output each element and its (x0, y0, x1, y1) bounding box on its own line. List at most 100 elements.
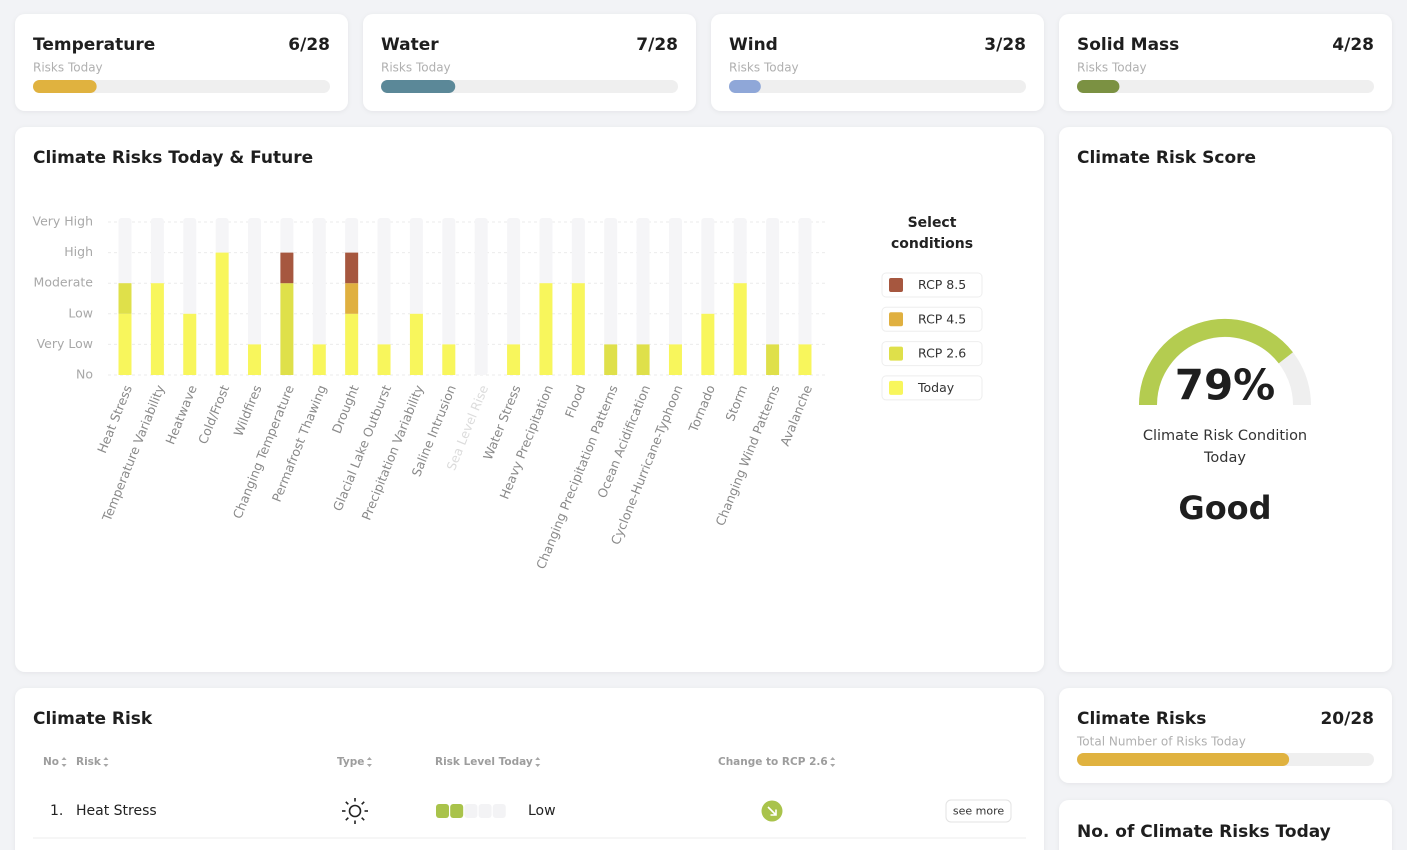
row-level-label: Low (528, 803, 556, 819)
column-header[interactable]: No (43, 756, 59, 768)
chart-title: Climate Risks Today & Future (33, 148, 313, 168)
kpi-subtitle: Risks Today (729, 61, 799, 75)
bar-segment (571, 283, 585, 375)
kpi-title: Water (381, 35, 439, 55)
legend-label[interactable]: RCP 8.5 (918, 277, 966, 292)
bar-segment (409, 313, 423, 375)
bar-track (312, 218, 326, 375)
score-caption: Climate Risk Condition Today (1142, 428, 1308, 466)
card (1059, 800, 1392, 850)
bar-segment (118, 313, 132, 375)
bar-segment (798, 344, 812, 375)
bar-segment (377, 344, 391, 375)
legend-swatch[interactable] (889, 380, 903, 395)
score-value: 79% (1175, 361, 1276, 410)
change-icon (761, 800, 783, 822)
bar-segment (507, 344, 521, 375)
bar-segment (733, 283, 747, 375)
bar-segment (766, 344, 780, 375)
sort-icon[interactable] (61, 757, 67, 767)
bar-track (474, 218, 488, 375)
progress-fill (729, 80, 761, 93)
column-header[interactable]: Type (337, 756, 364, 768)
sort-icon[interactable] (366, 757, 372, 767)
button-frame[interactable] (945, 799, 1012, 823)
bar-segment (150, 283, 164, 375)
progress-fill (381, 80, 456, 93)
see-more-button[interactable]: see more (945, 799, 1012, 823)
kpi-value: 3/28 (984, 35, 1026, 55)
y-tick-label: No (76, 367, 93, 382)
progress-track (1077, 80, 1374, 93)
kpi-subtitle: Risks Today (1077, 61, 1147, 75)
legend-item[interactable] (881, 272, 983, 298)
bar-track (507, 218, 521, 375)
progress-track (729, 80, 1026, 93)
kpi-title: Wind (729, 35, 778, 55)
kpi-value: 7/28 (636, 35, 678, 55)
bar-track (668, 218, 682, 375)
totals-subtitle: Total Number of Risks Today (1076, 735, 1246, 749)
legend-swatch[interactable] (889, 278, 903, 292)
progress-track (381, 80, 678, 93)
level-box-empty (464, 804, 478, 818)
legend-label[interactable]: RCP 2.6 (918, 346, 966, 361)
legend-item[interactable] (881, 375, 983, 401)
bar-segment (604, 344, 618, 375)
level-box-empty (478, 804, 492, 818)
bar-segment (345, 283, 359, 314)
bar-track (636, 218, 650, 375)
y-tick-label: Very High (32, 214, 93, 229)
bar-track (442, 218, 456, 375)
bar-segment (636, 344, 650, 375)
bar-segment (312, 344, 326, 375)
legend-swatch[interactable] (889, 312, 903, 327)
legend-label[interactable]: Today (917, 380, 955, 395)
button-label[interactable]: see more (953, 805, 1004, 818)
legend-item[interactable] (881, 306, 983, 332)
bar-segment (539, 283, 553, 375)
kpi-subtitle: Risks Today (381, 61, 451, 75)
level-box-filled (450, 804, 464, 818)
legend-label[interactable]: RCP 4.5 (918, 311, 966, 326)
sort-icon[interactable] (103, 757, 109, 767)
legend-item[interactable] (881, 341, 983, 367)
card (15, 688, 1044, 850)
gauge-fill (1139, 319, 1293, 406)
score-title: Climate Risk Score (1077, 148, 1256, 168)
legend-swatch[interactable] (889, 346, 903, 361)
progress-fill (33, 80, 97, 93)
sort-icon[interactable] (830, 757, 836, 767)
bar-segment (280, 283, 294, 375)
column-header[interactable]: Risk Level Today (435, 756, 533, 768)
y-tick-label: Moderate (34, 275, 94, 290)
bar-track (798, 218, 812, 375)
bar-segment (280, 252, 294, 284)
type-icon-sun (342, 798, 368, 824)
y-tick-label: High (64, 244, 93, 259)
bar-segment (701, 313, 715, 375)
y-tick-label: Very Low (37, 336, 93, 351)
bar-segment (215, 252, 229, 375)
totals-title: Climate Risks (1077, 709, 1206, 729)
bar-track (766, 218, 780, 375)
kpi-value: 6/28 (288, 35, 330, 55)
bar-segment (248, 344, 262, 375)
progress-fill (1077, 80, 1120, 93)
sort-icon[interactable] (535, 757, 541, 767)
card (1059, 127, 1392, 672)
level-box-empty (492, 804, 506, 818)
column-header[interactable]: Change to RCP 2.6 (718, 756, 828, 768)
bar-segment (345, 313, 359, 375)
legend-title: Select conditions (890, 215, 974, 252)
bar-track (377, 218, 391, 375)
column-header[interactable]: Risk (76, 756, 102, 768)
progress-track (33, 80, 330, 93)
row-no: 1. (50, 803, 63, 819)
totals-value: 20/28 (1320, 709, 1374, 729)
bar-segment (345, 252, 359, 284)
cards (15, 14, 1392, 850)
bar-segment (183, 313, 197, 375)
